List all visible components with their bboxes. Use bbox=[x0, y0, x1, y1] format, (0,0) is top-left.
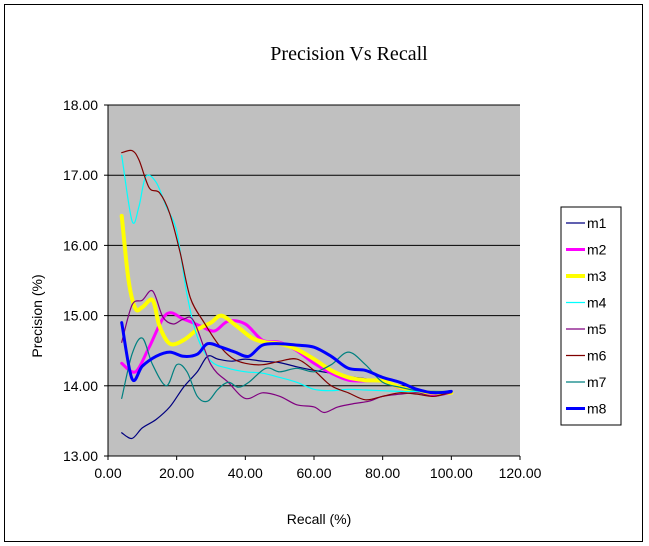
x-tick-label: 100.00 bbox=[430, 465, 473, 481]
series-line-m4 bbox=[121, 154, 452, 394]
legend-label-m5: m5 bbox=[587, 321, 607, 337]
y-tick-label: 13.00 bbox=[63, 448, 98, 464]
x-tick-label: 80.00 bbox=[365, 465, 400, 481]
series-line-m6 bbox=[121, 149, 452, 401]
plot-background bbox=[108, 105, 520, 456]
legend-label-m8: m8 bbox=[587, 401, 607, 417]
x-tick-label: 60.00 bbox=[296, 465, 331, 481]
legend: m1 m2 m3 m4 m5 m6 m7 m8 bbox=[560, 206, 622, 426]
legend-label-m7: m7 bbox=[587, 374, 607, 390]
x-tick-label: 0.00 bbox=[94, 465, 121, 481]
legend-label-m4: m4 bbox=[587, 295, 607, 311]
plot-area bbox=[108, 105, 520, 456]
series-line-m7 bbox=[121, 337, 452, 403]
y-tick-label: 18.00 bbox=[63, 97, 98, 113]
series-line-m3 bbox=[119, 213, 454, 395]
y-tick-label: 17.00 bbox=[63, 167, 98, 183]
x-tick-label: 20.00 bbox=[159, 465, 194, 481]
legend-label-m1: m1 bbox=[587, 215, 607, 231]
legend-label-m6: m6 bbox=[587, 348, 607, 364]
legend-box bbox=[560, 206, 622, 426]
tick-labels: 13.00 14.00 15.00 16.00 17.00 18.00 0.00 20.00 4… bbox=[63, 97, 542, 481]
legend-label-m3: m3 bbox=[587, 268, 607, 284]
y-axis-label: Precision (%) bbox=[29, 274, 45, 357]
x-tick-label: 120.00 bbox=[499, 465, 542, 481]
series-layer bbox=[119, 149, 454, 440]
y-tick-label: 16.00 bbox=[63, 237, 98, 253]
x-tick-label: 40.00 bbox=[228, 465, 263, 481]
x-axis-label: Recall (%) bbox=[287, 511, 352, 527]
y-tick-label: 14.00 bbox=[63, 378, 98, 394]
series-line-m8 bbox=[120, 321, 453, 395]
chart-title: Precision Vs Recall bbox=[270, 43, 428, 65]
y-tick-label: 15.00 bbox=[63, 308, 98, 324]
legend-label-m2: m2 bbox=[587, 242, 607, 258]
